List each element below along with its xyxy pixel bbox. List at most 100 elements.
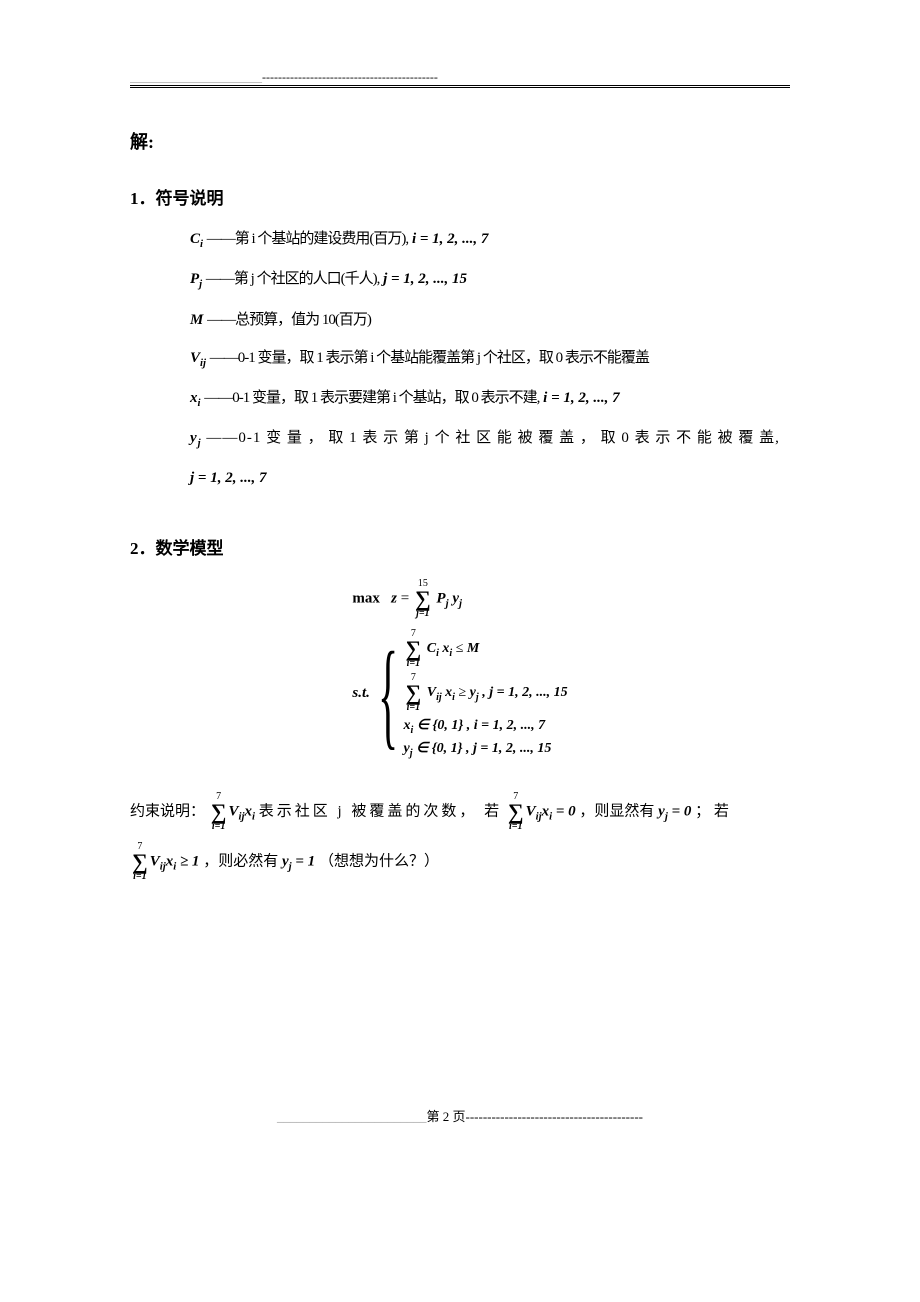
ex2-x: x	[542, 804, 550, 820]
ex3-low: i=1	[133, 871, 146, 882]
ex3-ge: ≥ 1	[180, 853, 199, 869]
constraints: s.t. { 7 ∑ i=1 Ci xi ≤ M	[352, 625, 567, 762]
footer-dash-left: _______________________	[277, 1109, 427, 1124]
obj-var: z	[391, 591, 397, 607]
st-label: s.t.	[352, 685, 370, 702]
sigma-icon: ∑	[132, 852, 148, 872]
obj-label: max	[352, 591, 380, 607]
desc-x: ——0-1 变量，取 1 表示要建第 i 个基站，取 0 表示不建,	[204, 390, 539, 406]
definition-list: Ci ——第 i 个基站的建设费用(百万), i = 1, 2, ..., 7 …	[130, 227, 790, 490]
range-x: i = 1, 2, ..., 7	[543, 390, 619, 406]
desc-P: ——第 j 个社区的人口(千人),	[206, 271, 379, 287]
cases: 7 ∑ i=1 Ci xi ≤ M 7 ∑ i=1	[404, 625, 568, 762]
ex2-V: V	[526, 804, 536, 820]
c4-set: ∈ {0, 1} , j = 1, 2, ..., 15	[416, 741, 551, 756]
sub-V: ij	[200, 357, 206, 369]
sub-C: i	[200, 238, 203, 250]
range-C: i = 1, 2, ..., 7	[412, 231, 488, 247]
ex1-mid: 表示社区 j 被覆盖的次数， 若	[259, 804, 502, 820]
ex1-sum: 7 ∑ i=1	[211, 792, 227, 832]
ex1-xs: i	[252, 811, 255, 823]
sigma-icon: ∑	[406, 683, 422, 703]
obj-t1: P	[436, 591, 445, 607]
desc-y: ——0-1 变 量 ， 取 1 表 示 第 j 个 社 区 能 被 覆 盖 ， …	[206, 430, 779, 446]
c3-s: i	[411, 725, 414, 736]
constraint-2: 7 ∑ i=1 Vij xi ≥ yj , j = 1, 2, ..., 15	[404, 673, 568, 713]
def-V: Vij ——0-1 变量，取 1 表示第 i 个基站能覆盖第 j 个社区，取 0…	[190, 346, 790, 372]
ex2-xs: i	[549, 811, 552, 823]
page-footer: _______________________第 2 页------------…	[130, 1106, 790, 1125]
header-dash-left: ______________________	[130, 70, 262, 84]
c1-rhs: M	[467, 641, 479, 656]
solution-label: 解:	[130, 128, 790, 154]
ex1-V: V	[228, 804, 238, 820]
c2-l1s: ij	[436, 692, 442, 703]
sigma-icon: ∑	[211, 802, 227, 822]
page: ______________________------------------…	[0, 0, 920, 1180]
obj-t2: y	[452, 591, 459, 607]
sigma-icon: ∑	[415, 589, 431, 609]
obj-t1s: j	[446, 598, 449, 610]
sigma-icon: ∑	[508, 802, 524, 822]
brace-icon: {	[378, 637, 398, 751]
obj-sum-low: j=1	[416, 608, 429, 619]
def-x: xi ——0-1 变量，取 1 表示要建第 i 个基站，取 0 表示不建, i …	[190, 386, 790, 412]
header-dash: ______________________------------------…	[130, 70, 790, 85]
sigma-icon: ∑	[406, 639, 422, 659]
c3-v: x	[404, 718, 411, 733]
ex3-xs: i	[173, 860, 176, 872]
c2-rhss: j	[476, 692, 479, 703]
explain-label: 约束说明：	[130, 804, 205, 820]
range-P: j = 1, 2, ..., 15	[383, 271, 467, 287]
c2-sum: 7 ∑ i=1	[406, 673, 422, 713]
model-inner: max z = 15 ∑ j=1 Pj yj s.t. { 7 ∑	[352, 579, 567, 762]
ex2-then: ，则显然有	[579, 804, 658, 820]
c1-rel: ≤	[456, 641, 464, 656]
c1-low: i=1	[407, 658, 420, 669]
ex1-x: x	[244, 804, 252, 820]
c2-range: , j = 1, 2, ..., 15	[482, 685, 567, 700]
desc-V: ——0-1 变量，取 1 表示第 i 个基站能覆盖第 j 个社区，取 0 表示不…	[210, 350, 649, 366]
c4-s: j	[410, 747, 413, 758]
c2-low: i=1	[407, 702, 420, 713]
ex3-sum: 7 ∑ i=1	[132, 842, 148, 882]
obj-t2s: j	[459, 598, 462, 610]
desc-C: ——第 i 个基站的建设费用(百万),	[207, 231, 408, 247]
sym-P: P	[190, 271, 199, 287]
spacer	[130, 504, 790, 534]
header-double-rule	[130, 85, 790, 88]
math-model: max z = 15 ∑ j=1 Pj yj s.t. { 7 ∑	[130, 579, 790, 762]
def-P: Pj ——第 j 个社区的人口(千人), j = 1, 2, ..., 15	[190, 267, 790, 293]
sub-y: j	[198, 437, 202, 449]
c1-l1: C	[427, 641, 436, 656]
sub-x: i	[198, 397, 201, 409]
ex2-y: y	[658, 804, 665, 820]
c3-set: ∈ {0, 1} , i = 1, 2, ..., 7	[417, 718, 545, 733]
ex2-yv: = 0	[672, 804, 692, 820]
constraint-explain-2: 7 ∑ i=1 Vijxi ≥ 1 ，则必然有 yj = 1 （想想为什么？）	[130, 842, 790, 882]
c1-l2s: i	[449, 648, 452, 659]
ex3-mid: ，则必然有	[203, 853, 282, 869]
sub-P: j	[199, 278, 202, 290]
header-rule: ______________________------------------…	[130, 70, 790, 88]
footer-page-number: 第 2 页	[426, 1109, 465, 1124]
c2-rel: ≥	[458, 685, 466, 700]
constraint-4: yj ∈ {0, 1} , j = 1, 2, ..., 15	[404, 740, 568, 759]
ex3-V: V	[150, 853, 160, 869]
range-y: j = 1, 2, ..., 7	[190, 470, 266, 486]
def-M: M ——总预算，值为 10(百万)	[190, 308, 790, 332]
ex3-ys: j	[289, 860, 292, 872]
ex3-note: （想想为什么？）	[319, 853, 439, 869]
section-1-title: 1．符号说明	[130, 184, 790, 209]
ex1-low: i=1	[212, 821, 225, 832]
ex3-y: y	[282, 853, 289, 869]
ex2-low: i=1	[509, 821, 522, 832]
c1-l1s: i	[436, 648, 439, 659]
obj-sum: 15 ∑ j=1	[415, 579, 431, 619]
sym-M: M	[190, 312, 203, 328]
c1-sum: 7 ∑ i=1	[406, 629, 422, 669]
def-C: Ci ——第 i 个基站的建设费用(百万), i = 1, 2, ..., 7	[190, 227, 790, 253]
constraint-explain: 约束说明： 7 ∑ i=1 Vijxi 表示社区 j 被覆盖的次数， 若 7 ∑…	[130, 792, 790, 832]
ex3-yv: = 1	[295, 853, 315, 869]
sym-y: y	[190, 430, 198, 446]
